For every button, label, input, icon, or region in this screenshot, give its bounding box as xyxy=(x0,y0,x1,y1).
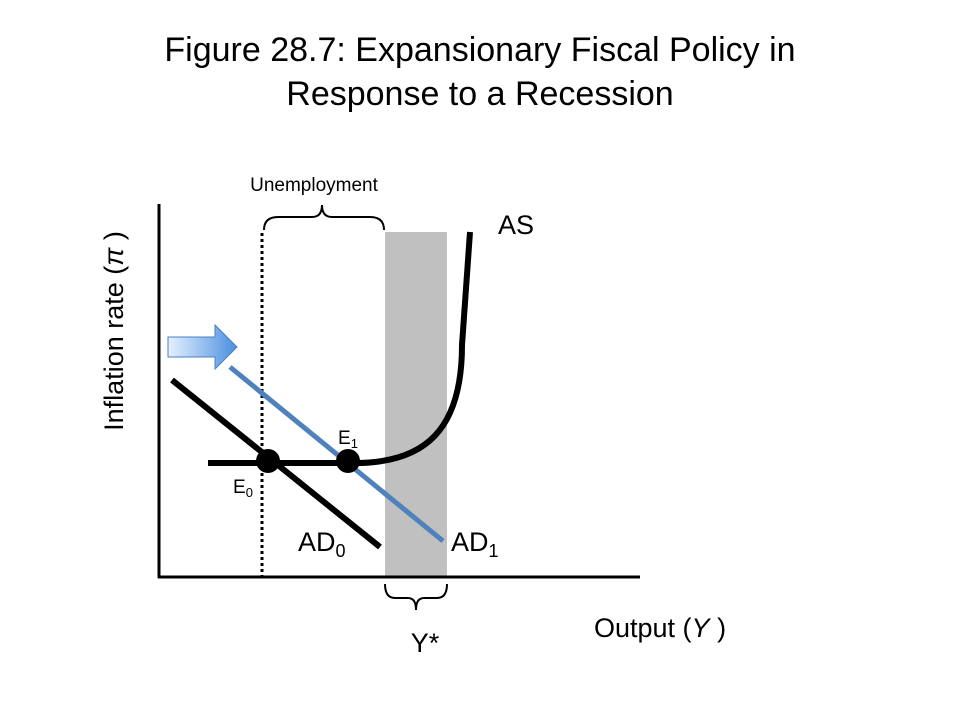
y-axis-label-symbol: π xyxy=(99,247,129,266)
slide-title: Figure 28.7: Expansionary Fiscal Policy … xyxy=(0,28,960,116)
ad1-label: AD1 xyxy=(451,527,499,561)
x-axis-label-close: ) xyxy=(710,613,727,643)
e1-label: E1 xyxy=(338,428,358,451)
y-axis-label-close: ) xyxy=(99,231,129,248)
potential-output-label: Y* xyxy=(411,628,440,658)
as-curve xyxy=(208,231,473,466)
e1-label-sub: 1 xyxy=(351,436,358,451)
potential-output-band xyxy=(385,232,447,578)
ad1-label-sub: 1 xyxy=(489,541,499,561)
x-axis-label: Output (Y ) xyxy=(594,613,726,643)
e0-label: E0 xyxy=(233,477,253,500)
ad0-label: AD0 xyxy=(298,527,346,561)
y-axis-label: Inflation rate (π ) xyxy=(99,231,129,431)
x-axis-label-text: Output ( xyxy=(594,613,692,643)
e0-label-sub: 0 xyxy=(246,485,253,500)
e1-point xyxy=(336,449,360,473)
e0-point xyxy=(256,449,280,473)
ad1-curve xyxy=(228,365,445,543)
e0-label-base: E xyxy=(233,477,246,498)
e1-label-base: E xyxy=(338,428,351,449)
unemployment-label: Unemployment xyxy=(250,175,378,196)
right-arrow-icon xyxy=(167,323,238,371)
slide-title-line-2: Response to a Recession xyxy=(286,75,674,113)
ad1-label-base: AD xyxy=(451,527,489,557)
y-axis-label-text: Inflation rate ( xyxy=(99,266,129,431)
ad0-label-base: AD xyxy=(298,527,336,557)
ad0-label-sub: 0 xyxy=(336,541,346,561)
x-axis-label-symbol: Y xyxy=(692,613,712,643)
as-label: AS xyxy=(498,210,534,240)
potential-output-brace xyxy=(384,583,448,611)
unemployment-brace xyxy=(263,204,385,231)
slide-title-line-1: Figure 28.7: Expansionary Fiscal Policy … xyxy=(164,31,796,69)
